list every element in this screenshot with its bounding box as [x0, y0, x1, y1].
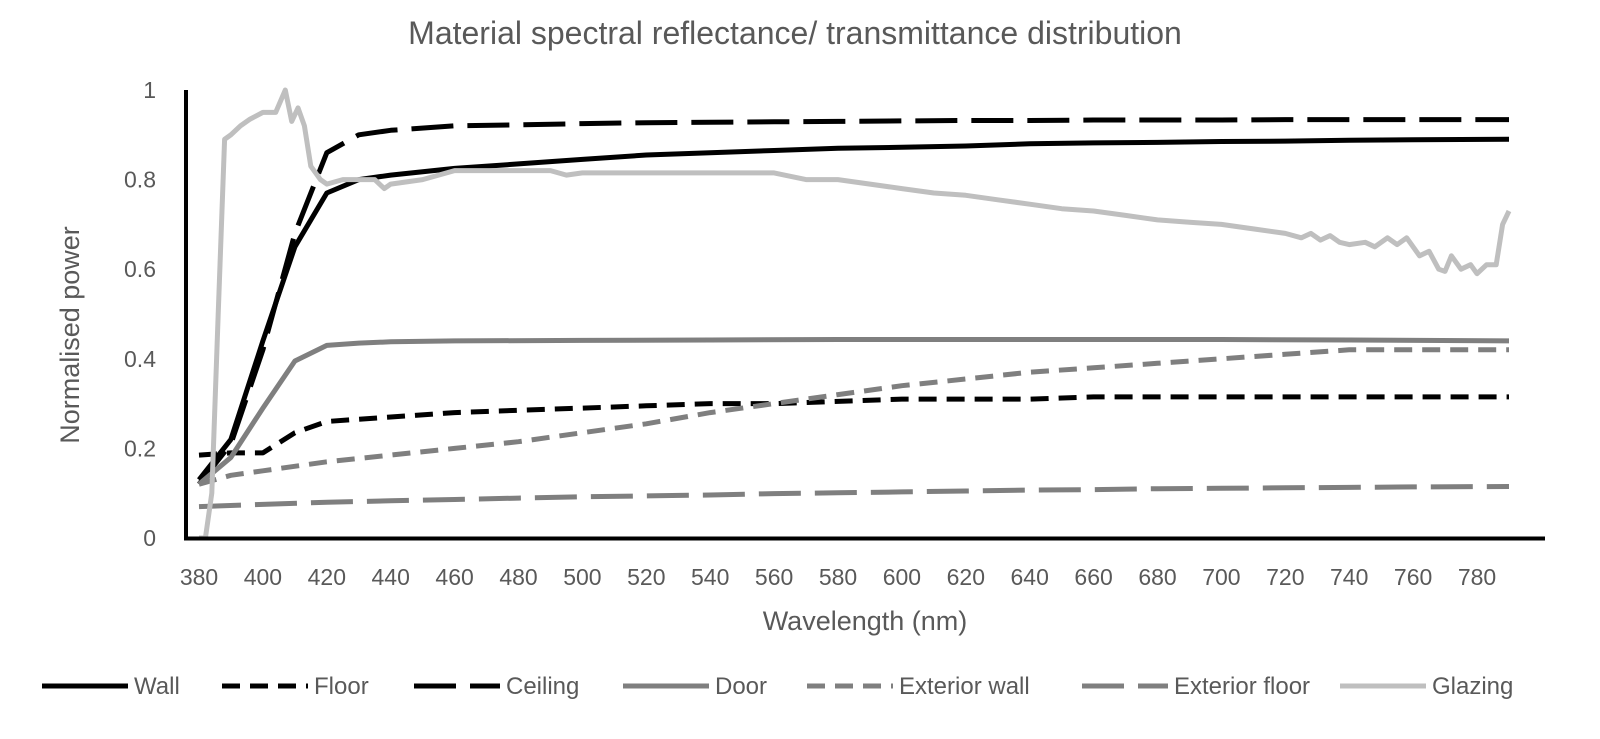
series-line-glazing [199, 87, 1512, 541]
x-tick-label: 660 [1074, 564, 1112, 590]
x-tick-label: 400 [244, 564, 282, 590]
x-axis-title: Wavelength (nm) [763, 606, 968, 636]
plot-area [197, 87, 1512, 541]
x-tick-label: 460 [435, 564, 473, 590]
x-tick-label: 680 [1138, 564, 1176, 590]
y-tick-label: 0.6 [124, 256, 156, 282]
legend: Wall Floor Ceiling Door Exterior wall Exterio… [42, 673, 1513, 700]
x-tick-label: 480 [499, 564, 537, 590]
x-tick-label: 700 [1202, 564, 1240, 590]
chart-title: Material spectral reflectance/ transmitt… [408, 15, 1182, 51]
x-tick-label: 740 [1330, 564, 1368, 590]
y-tick-label: 0.2 [124, 435, 156, 461]
legend-label-door: Door [715, 673, 767, 700]
x-tick-label: 720 [1266, 564, 1304, 590]
x-tick-label: 380 [180, 564, 218, 590]
x-tick-label: 520 [627, 564, 665, 590]
x-tick-label: 440 [372, 564, 410, 590]
x-tick-label: 760 [1394, 564, 1432, 590]
series-line-wall [197, 136, 1510, 482]
x-tick-label: 780 [1458, 564, 1496, 590]
legend-label-floor: Floor [314, 673, 369, 700]
series-line-ceiling [197, 117, 1509, 486]
legend-label-wall: Wall [134, 673, 180, 700]
x-tick-label: 620 [947, 564, 985, 590]
legend-label-ceiling: Ceiling [506, 673, 579, 700]
y-tick-label: 0 [143, 525, 156, 551]
series-line-exterior-floor [198, 484, 1510, 510]
x-tick-label: 540 [691, 564, 729, 590]
x-tick-label: 420 [308, 564, 346, 590]
y-tick-label: 0.8 [124, 167, 156, 193]
x-tick-label: 640 [1011, 564, 1049, 590]
legend-label-glazing: Glazing [1432, 673, 1513, 700]
y-tick-labels: 0 0.2 0.4 0.6 0.8 1 [124, 77, 156, 551]
series-line-floor [198, 394, 1509, 458]
x-tick-label: 500 [563, 564, 601, 590]
y-tick-label: 0.4 [124, 346, 156, 372]
x-tick-label: 600 [883, 564, 921, 590]
x-tick-label: 580 [819, 564, 857, 590]
x-tick-labels: 380 400 420 440 460 480 500 520 540 560 580 600 620 6… [180, 564, 1496, 590]
legend-label-exterior-floor: Exterior floor [1174, 673, 1310, 700]
y-tick-label: 1 [143, 77, 156, 103]
y-axis-title: Normalised power [55, 226, 85, 444]
x-tick-label: 560 [755, 564, 793, 590]
series-line-door [197, 337, 1510, 487]
legend-label-exterior-wall: Exterior wall [899, 673, 1030, 700]
